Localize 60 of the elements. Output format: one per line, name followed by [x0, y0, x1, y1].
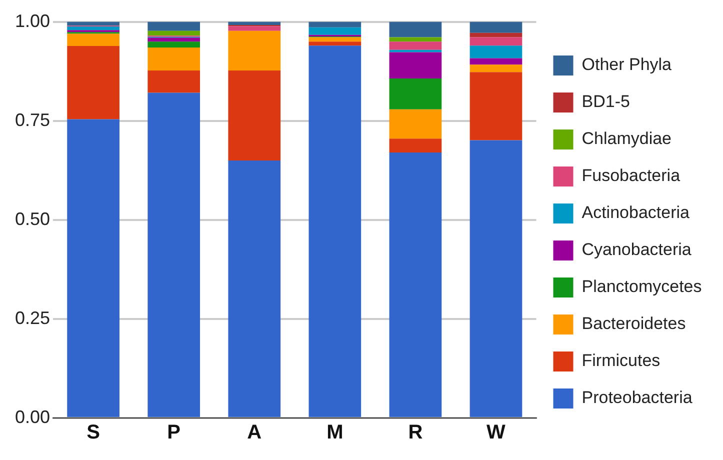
bar: [470, 64, 522, 72]
bar: [470, 37, 522, 46]
legend-label: Other Phyla: [582, 55, 672, 74]
legend-label: Proteobacteria: [582, 388, 693, 408]
y-tick-label: 0.25: [14, 308, 50, 328]
x-tick-label: S: [86, 422, 100, 444]
legend-label: Chlamydiae: [582, 129, 672, 148]
x-tick-label: W: [486, 422, 506, 444]
bar: [228, 26, 281, 31]
bar: [148, 48, 200, 71]
bar: [228, 160, 281, 417]
bar: [148, 30, 200, 36]
bar: [148, 42, 200, 48]
bar: [389, 42, 442, 50]
bar: [228, 70, 281, 160]
legend-label: BD1-5: [582, 92, 630, 112]
bar: [228, 22, 281, 25]
y-tick-label: 0.00: [14, 406, 50, 427]
bar: [470, 46, 522, 58]
y-tick-label: 1.00: [14, 10, 50, 31]
legend-label: Cyanobacteria: [582, 240, 692, 260]
bar: [148, 70, 200, 93]
legend-label: Actinobacteria: [582, 203, 690, 222]
bar: [67, 22, 120, 26]
bar: [67, 26, 120, 30]
bar: [308, 27, 362, 35]
bar: [148, 38, 200, 42]
bar: [389, 22, 442, 38]
bar: [470, 58, 522, 65]
x-tick-label: R: [408, 422, 424, 444]
x-tick-label: A: [247, 422, 262, 444]
legend-label: Fusobacteria: [582, 166, 681, 186]
y-tick-label: 0.50: [14, 208, 50, 229]
bar: [67, 46, 120, 120]
bar: [389, 52, 442, 78]
bar: [308, 37, 362, 42]
x-tick-label: M: [326, 422, 344, 444]
bar: [389, 78, 442, 110]
bar: [308, 42, 362, 46]
bar: [308, 46, 362, 417]
x-tick-label: P: [167, 422, 181, 444]
bar: [389, 138, 442, 153]
legend-label: Firmicutes: [582, 351, 660, 370]
y-tick-label: 0.75: [14, 110, 50, 130]
bar: [148, 22, 200, 31]
bar: [470, 72, 522, 140]
bar: [389, 152, 442, 417]
bar: [228, 30, 281, 71]
legend-label: Planctomycetes: [582, 277, 702, 296]
bar: [470, 140, 522, 417]
bar: [470, 32, 522, 38]
legend-label: Bacteroidetes: [582, 314, 686, 334]
bar: [389, 50, 442, 52]
bar: [148, 92, 200, 417]
bar: [389, 109, 442, 139]
bar: [308, 22, 362, 28]
bar: [67, 119, 120, 417]
bar: [389, 37, 442, 42]
bar: [67, 34, 120, 46]
bar: [470, 22, 522, 33]
